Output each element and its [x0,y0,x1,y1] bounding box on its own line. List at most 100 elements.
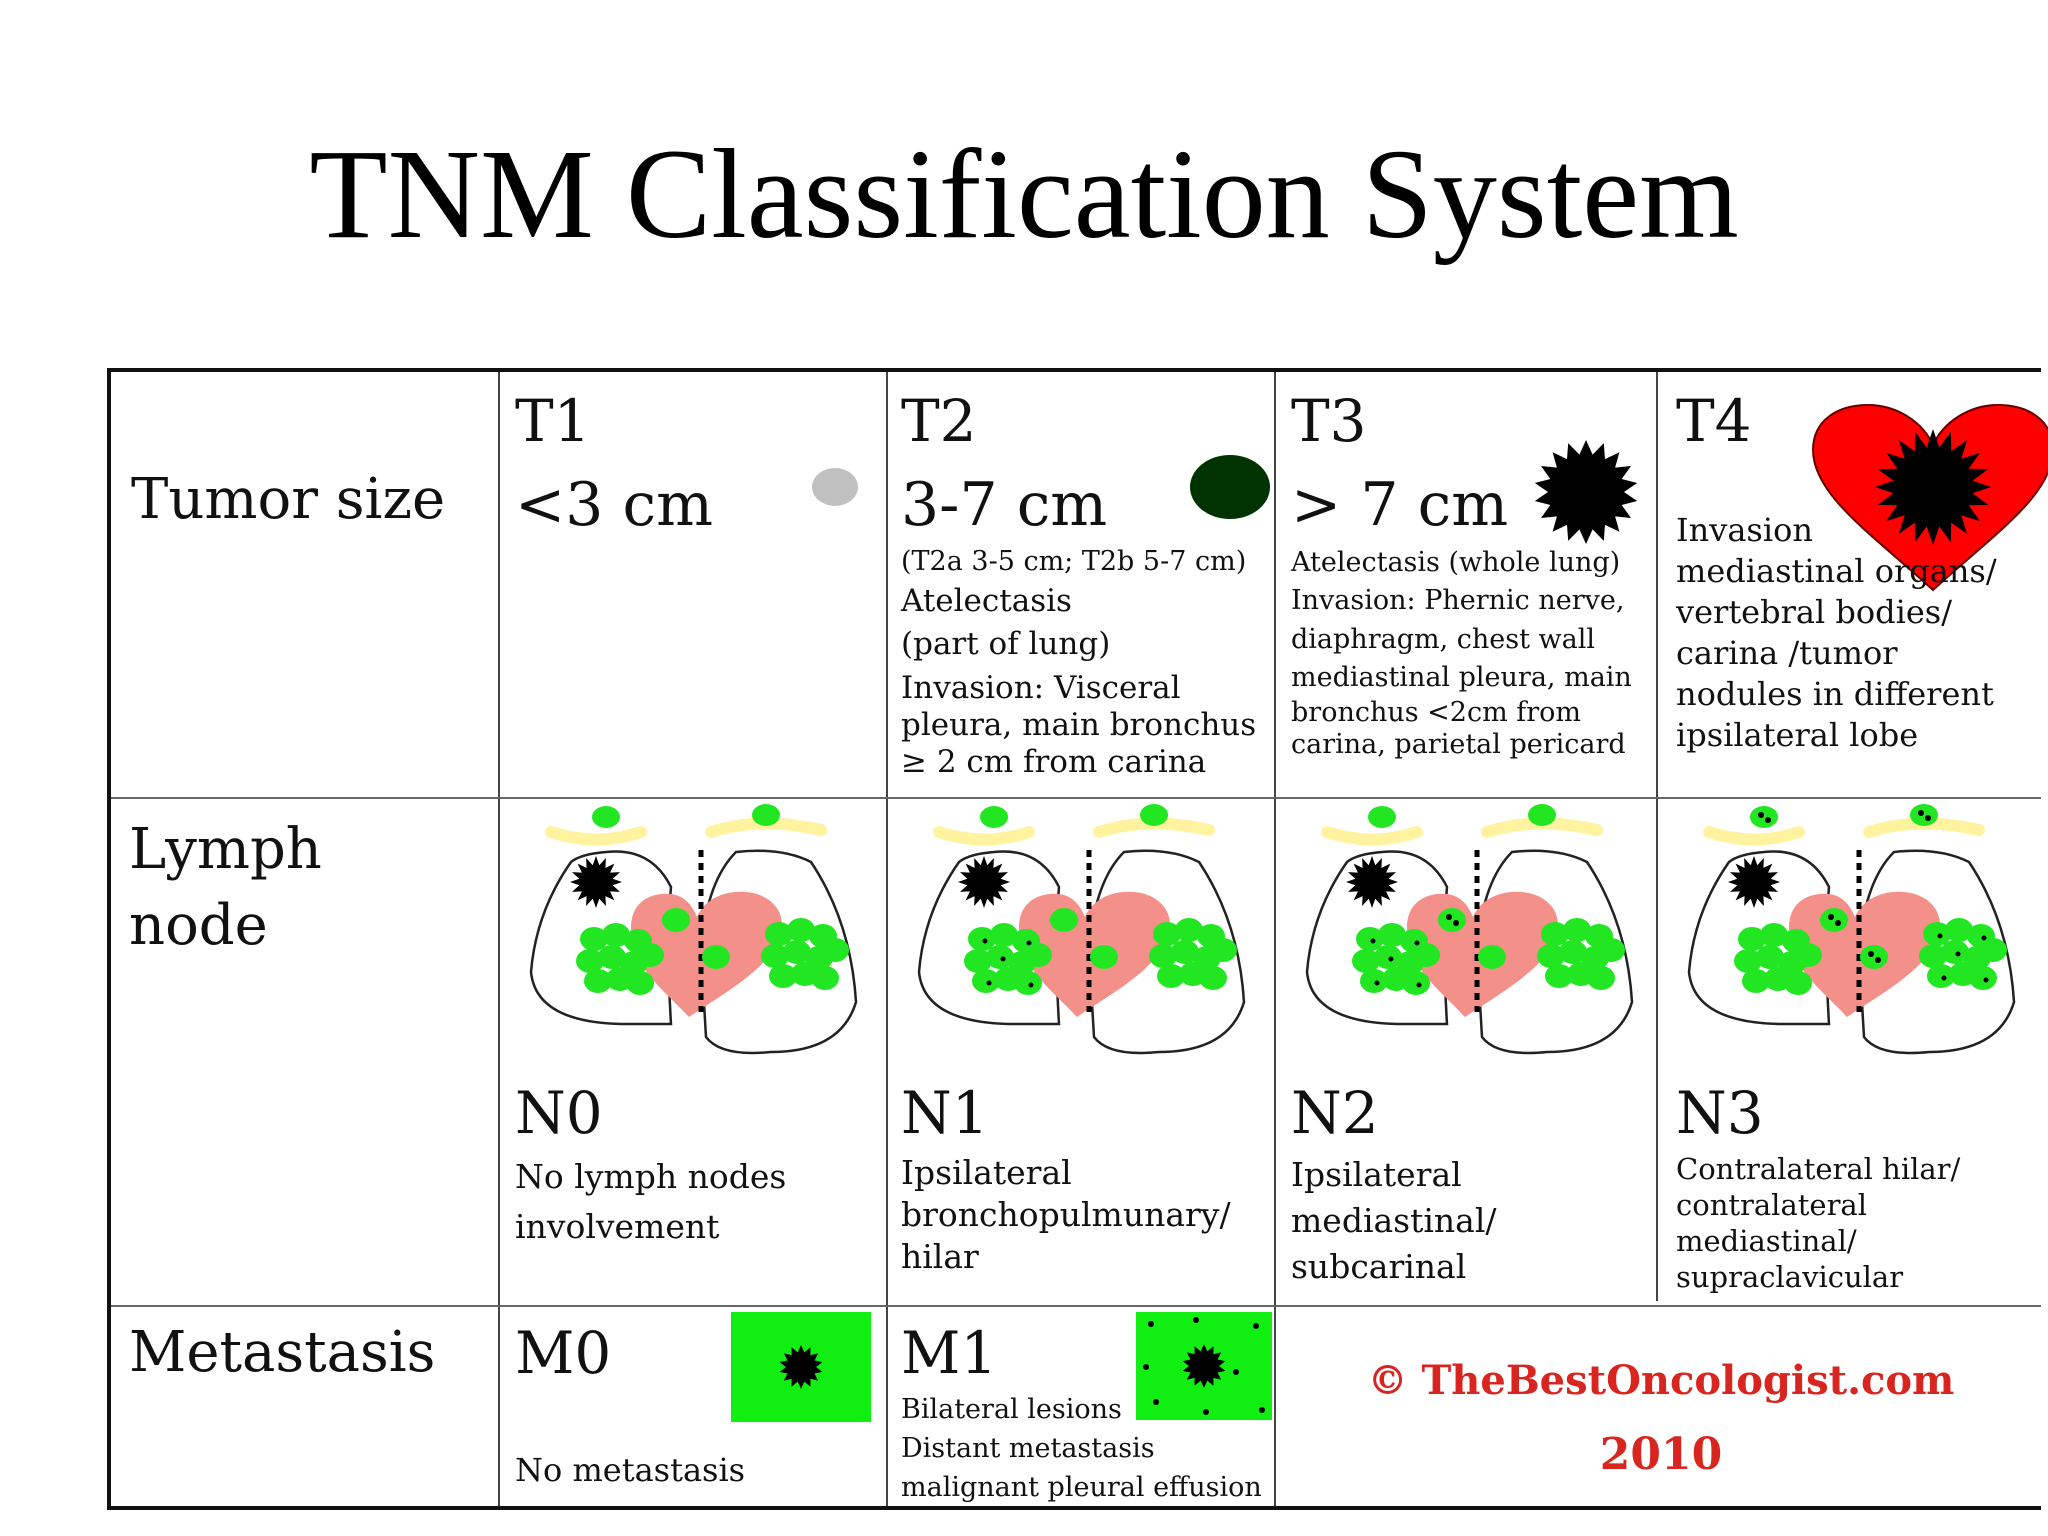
lymph-node [1794,943,1822,967]
t2-size: 3-7 cm [901,470,1108,540]
lymph-node [972,969,1000,993]
lymph-node [1756,945,1784,969]
n2-desc-line: Ipsilateral [1291,1155,1462,1194]
n1-label: N1 [901,1079,989,1147]
node-involvement-dot [1983,977,1989,983]
tumor-starburst [570,856,622,908]
m1-desc: Bilateral lesions Distant metastasis mal… [901,1390,1262,1507]
node-involvement-dot [1828,914,1834,920]
t2-label: T2 [901,387,977,455]
n2-desc-line: mediastinal/ [1291,1201,1497,1241]
t3-note: Invasion: Phernic nerve, [1291,585,1625,617]
lymph-node [598,945,626,969]
t3-note: Atelectasis (whole lung) [1291,547,1621,578]
dark-green-dot-icon [1190,455,1270,519]
node-involvement-dot [1414,940,1420,946]
lymph-node [761,944,789,968]
lymph-node [1014,971,1042,995]
copyright-text: © TheBestOncologist.com [1367,1357,1955,1404]
t2-note: Invasion: Visceral [901,669,1181,706]
t2-note: ≥ 2 cm from carina [901,744,1207,781]
row-label-lymph-line1: Lymph [129,817,322,882]
lymph-node-diagram-n3 [1687,804,2016,1055]
mediastinal-node [1820,908,1848,932]
lymph-node [626,971,654,995]
lymph-node [1157,964,1185,988]
lymph-node [1378,923,1406,947]
node-involvement-dot [1918,810,1924,816]
black-starburst-icon [1534,440,1638,544]
supraclavicular-node [592,806,620,828]
node-involvement-dot [1000,956,1006,962]
n3-label: N3 [1676,1079,1764,1147]
node-involvement-dot [1026,940,1032,946]
subcarinal-node [1478,945,1506,969]
node-involvement-dot [1765,817,1771,823]
n3-desc: Contralateral hilar/ contralateral media… [1676,1152,1960,1296]
n2-desc: Ipsilateral mediastinal/ subcarinal [1291,1152,1497,1291]
node-involvement-dot [1868,951,1874,957]
starburst-shape [1182,1344,1226,1388]
node-involvement-dot [982,938,988,944]
node-involvement-dot [1941,975,1947,981]
t4-label: T4 [1676,387,1752,455]
supraclavicular-node [1910,804,1938,826]
grid-line [498,372,500,1506]
lymph-node-diagram-n2 [1305,804,1634,1055]
lymph-node [769,964,797,988]
t2-note: pleura, main bronchus [901,707,1257,744]
lymph-node [1545,964,1573,988]
tnm-table: Tumor size Lymph node Metastasis T1 <3 c… [107,368,2048,1510]
lymph-node [964,949,992,973]
t1-size: <3 cm [515,470,714,540]
starburst-shape [1534,440,1638,544]
t4-note: carina /tumor [1676,633,1898,672]
supraclavicular-node [980,806,1008,828]
n1-desc-line: hilar [901,1237,979,1277]
node-involvement-dot [1835,920,1841,926]
supraclavicular-node [1368,806,1396,828]
clavicle [545,826,647,846]
node-involvement-dot [1370,938,1376,944]
supraclavicular-node [1528,804,1556,826]
n2-label: N2 [1291,1079,1379,1147]
tumor-starburst [1728,856,1780,908]
lymph-node [1360,969,1388,993]
lymph-node [1541,922,1569,946]
tumor-starburst [958,856,1010,908]
lymph-node [580,927,608,951]
t2-note: (T2a 3-5 cm; T2b 5-7 cm) [901,546,1247,577]
lymph-node [1979,938,2007,962]
t3-label: T3 [1291,387,1367,455]
n1-desc: Ipsilateral bronchopulmunary/ hilar [901,1152,1231,1279]
subcarinal-node [702,945,730,969]
lymph-node [584,969,612,993]
lymph-node [968,927,996,951]
subcarinal-node [1860,945,1888,969]
t3-size: > 7 cm [1291,470,1509,540]
t4-note: ipsilateral lobe [1676,715,1919,754]
n1-desc-line: Ipsilateral [901,1153,1072,1192]
grid-line [886,372,888,1506]
t4-note: mediastinal organs/ [1676,551,1997,590]
lymph-node [1024,943,1052,967]
lymph-node [1352,949,1380,973]
clavicle [1321,826,1423,846]
lymph-node [1199,966,1227,990]
lymph-node [765,922,793,946]
lymph-node [1402,971,1430,995]
multiple-lesions-icon [1136,1312,1272,1420]
mediastinal-node [662,908,690,932]
n3-desc-line: supraclavicular [1676,1259,1904,1294]
lymph-node [1919,944,1947,968]
node-involvement-dot [1416,982,1422,988]
m0-label: M0 [515,1319,612,1387]
t3-note: bronchus <2cm from [1291,697,1582,729]
n3-desc-line: contralateral [1676,1187,1867,1222]
lymph-node [576,949,604,973]
node-involvement-dot [1446,914,1452,920]
small-grey-dot-icon [812,468,858,506]
n2-desc-line: subcarinal [1291,1247,1467,1287]
lymph-node [1941,940,1969,964]
lymph-node [821,938,849,962]
